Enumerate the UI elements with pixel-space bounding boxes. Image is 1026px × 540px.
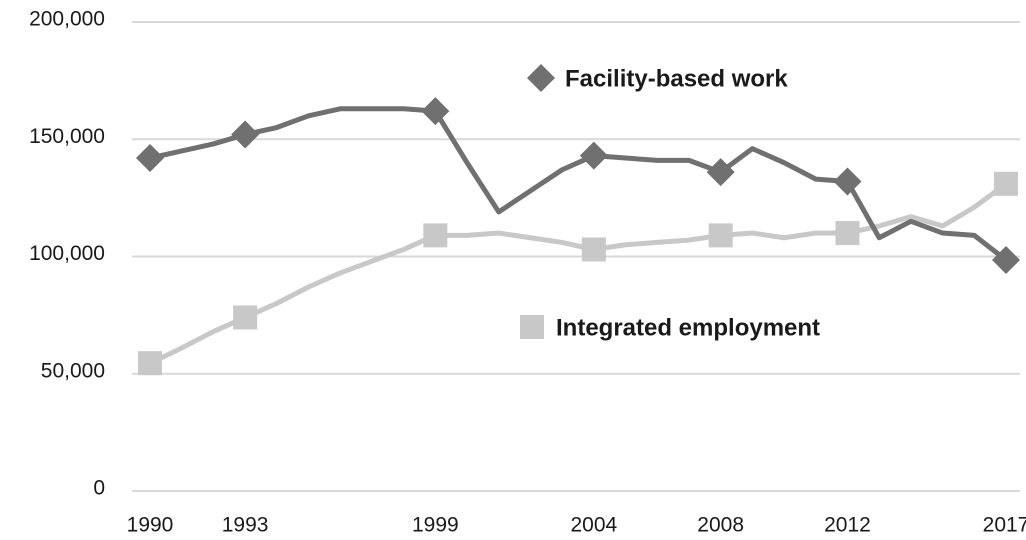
marker <box>706 158 735 187</box>
marker <box>231 120 260 149</box>
series-line <box>148 181 1008 366</box>
marker <box>833 167 862 196</box>
marker <box>423 223 448 248</box>
marker <box>581 237 606 262</box>
legend-marker <box>527 64 555 92</box>
series-line <box>149 106 1008 262</box>
legend-label: Integrated employment <box>556 314 820 341</box>
marker <box>136 144 164 173</box>
x-tick-label: 2017 <box>983 514 1026 537</box>
y-tick-label: 0 <box>93 477 105 500</box>
x-tick-label: 2012 <box>824 514 871 537</box>
y-tick-label: 200,000 <box>29 8 105 31</box>
x-tick-label: 2004 <box>570 514 617 537</box>
marker <box>835 221 860 246</box>
x-tick-label: 2008 <box>697 514 744 537</box>
legend-label: Facility-based work <box>565 65 788 92</box>
x-tick-label: 1999 <box>412 514 459 537</box>
marker <box>579 141 608 170</box>
marker <box>233 305 258 330</box>
marker <box>994 171 1018 196</box>
marker <box>421 97 450 126</box>
marker <box>992 246 1020 275</box>
y-tick-label: 50,000 <box>41 359 105 382</box>
marker <box>708 223 733 248</box>
y-tick-label: 100,000 <box>29 242 105 265</box>
x-tick-label: 1993 <box>222 514 269 537</box>
y-tick-label: 150,000 <box>29 125 105 148</box>
legend-marker <box>520 315 544 339</box>
x-tick-label: 1990 <box>127 514 174 537</box>
marker <box>138 351 162 376</box>
